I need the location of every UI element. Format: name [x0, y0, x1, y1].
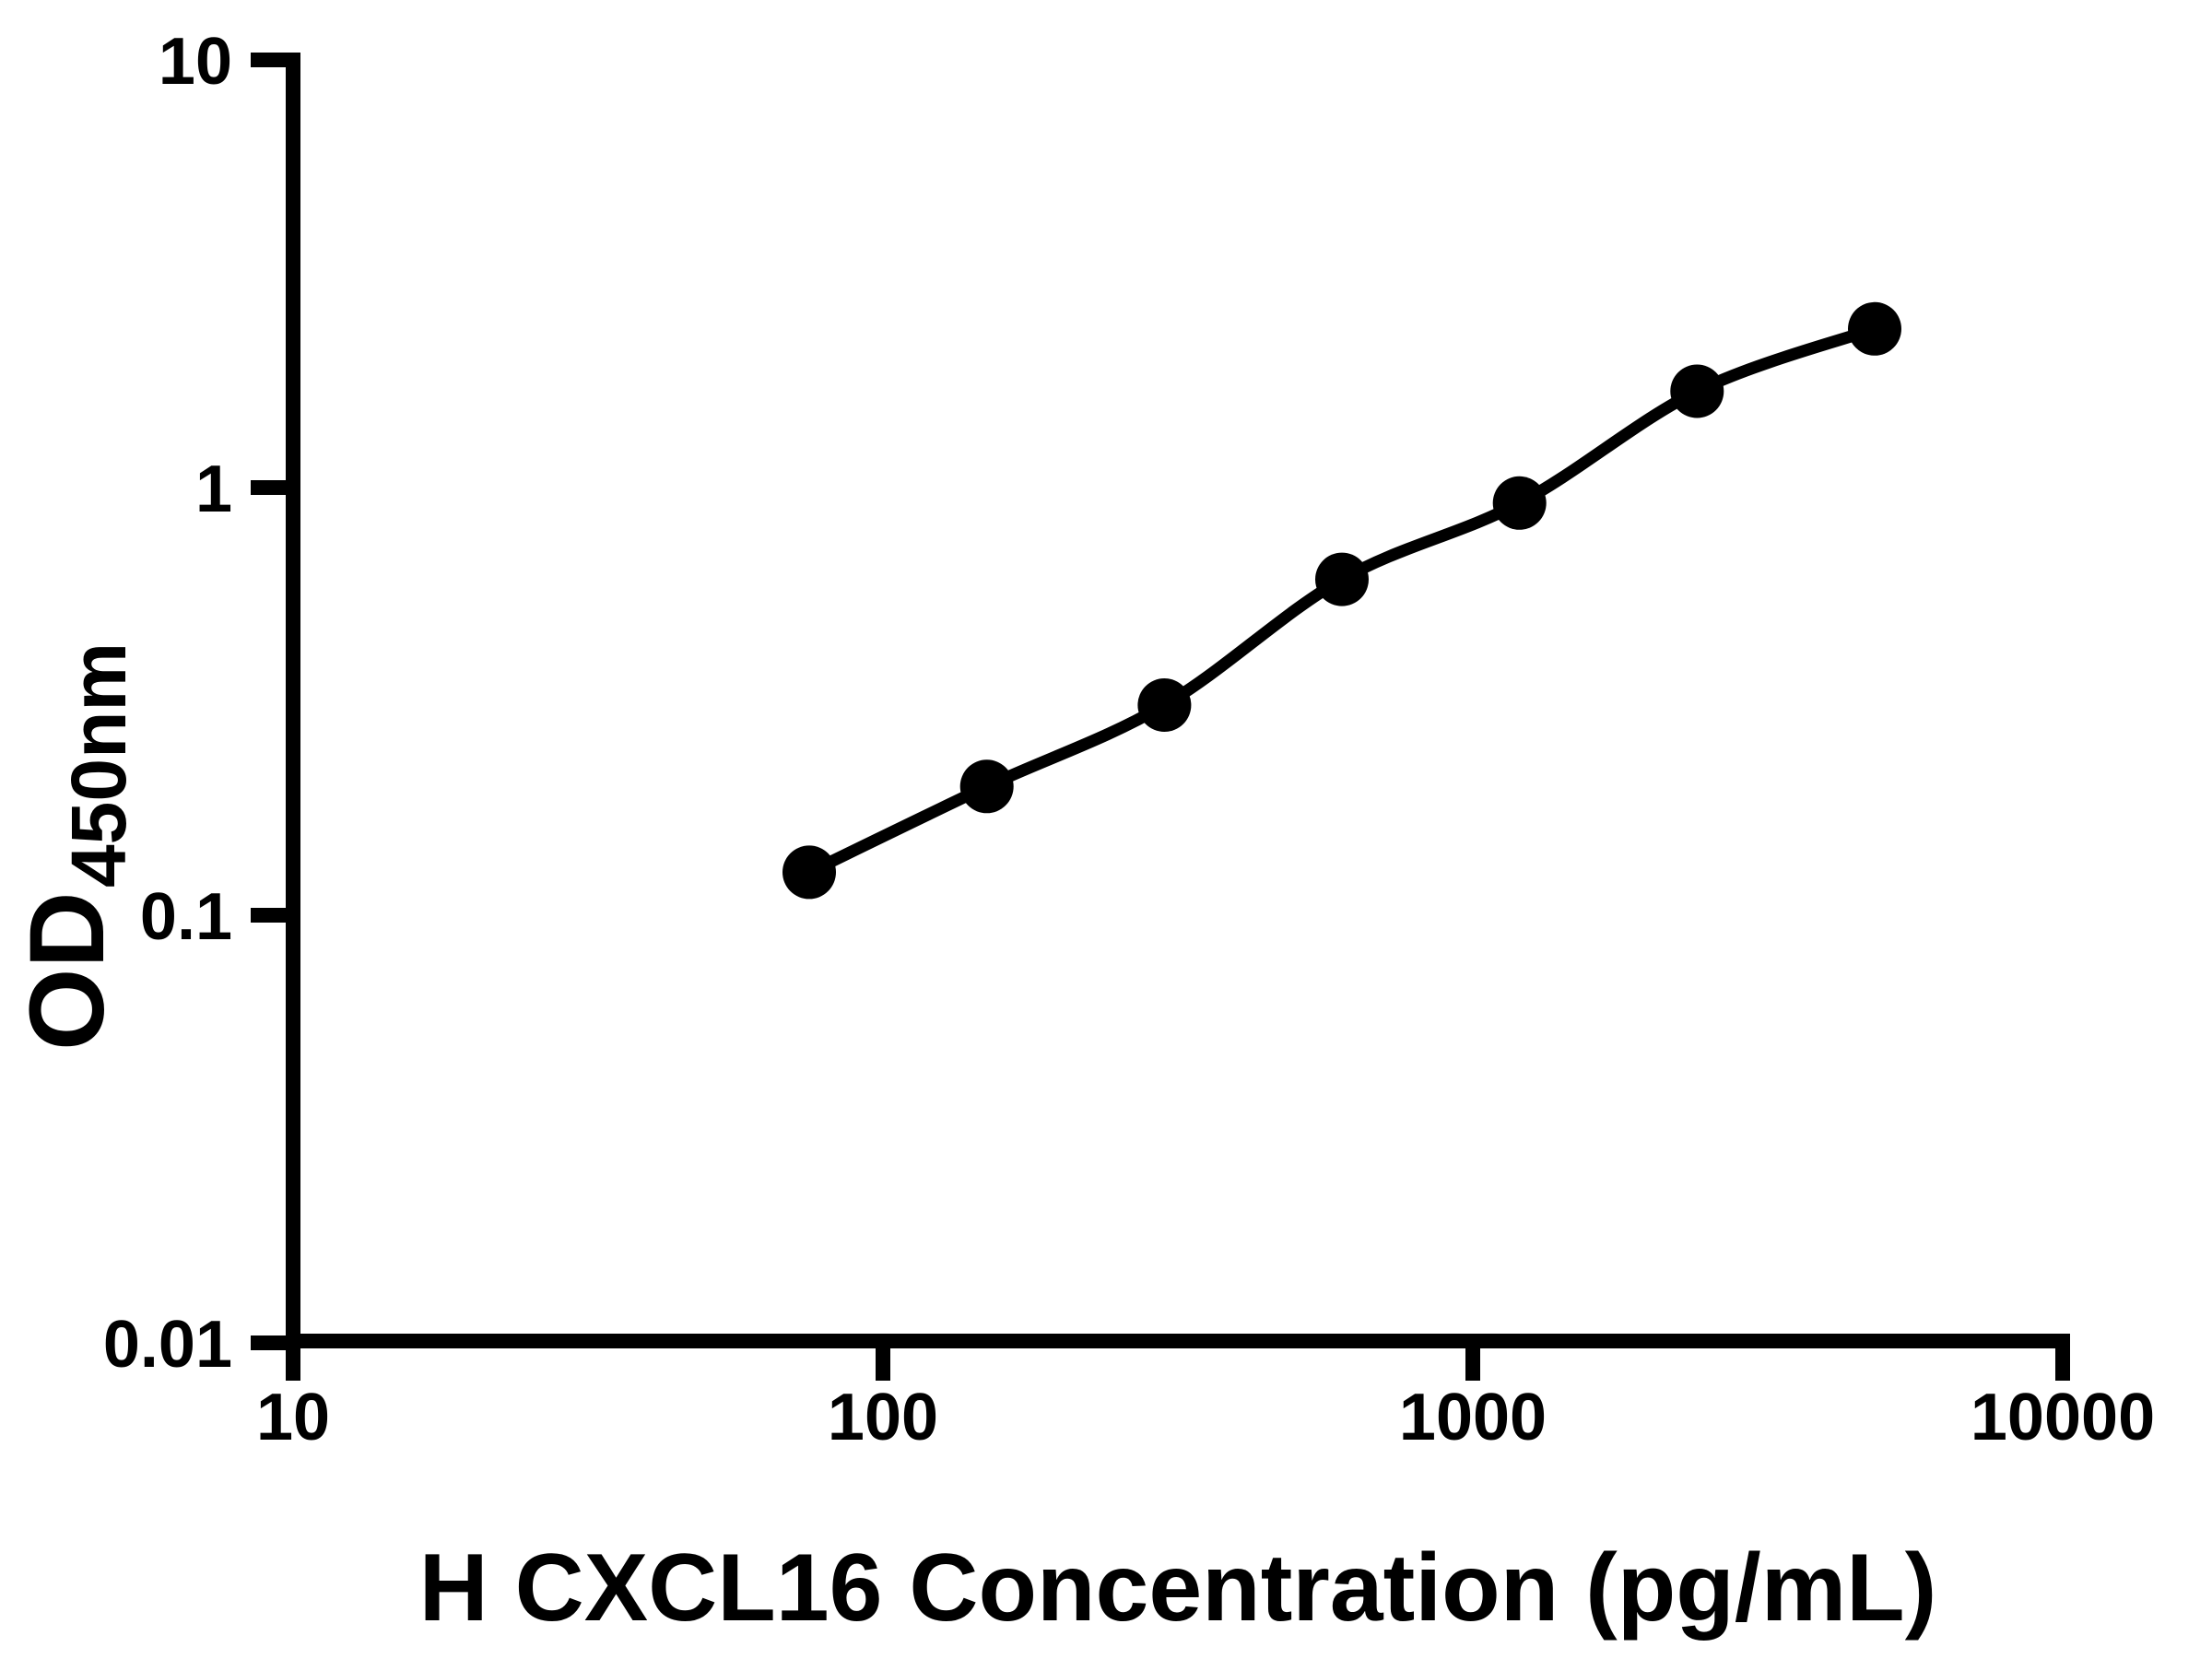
data-point: [1670, 364, 1724, 418]
x-tick-label: 10: [256, 1381, 330, 1454]
x-axis-title: H CXCL16 Concentration (pg/mL): [419, 1535, 1937, 1641]
y-tick-label: 10: [159, 25, 232, 99]
data-point: [1315, 552, 1369, 606]
data-points: [782, 301, 1901, 900]
x-ticks: [286, 1334, 2070, 1381]
data-point: [1848, 301, 1901, 356]
data-point: [959, 759, 1014, 814]
x-tick-label: 1000: [1399, 1381, 1547, 1454]
data-point: [1492, 476, 1547, 530]
data-point: [782, 845, 836, 900]
x-tick-labels: 10 100 1000 10000: [256, 1381, 2155, 1454]
x-tick-label: 10000: [1971, 1381, 2155, 1454]
y-tick-label: 0.1: [140, 880, 232, 954]
y-tick-labels: 10 1 0.1 0.01: [103, 25, 232, 1382]
y-axis-title-main: OD: [8, 892, 126, 1052]
y-axis-title-subscript: 450nm: [55, 642, 142, 888]
y-axis-title: OD 450nm: [8, 642, 142, 1051]
x-tick-label: 100: [828, 1381, 938, 1454]
y-ticks: [251, 53, 300, 1350]
data-point: [1137, 678, 1192, 732]
y-tick-label: 1: [195, 453, 232, 526]
y-tick-label: 0.01: [103, 1308, 232, 1382]
